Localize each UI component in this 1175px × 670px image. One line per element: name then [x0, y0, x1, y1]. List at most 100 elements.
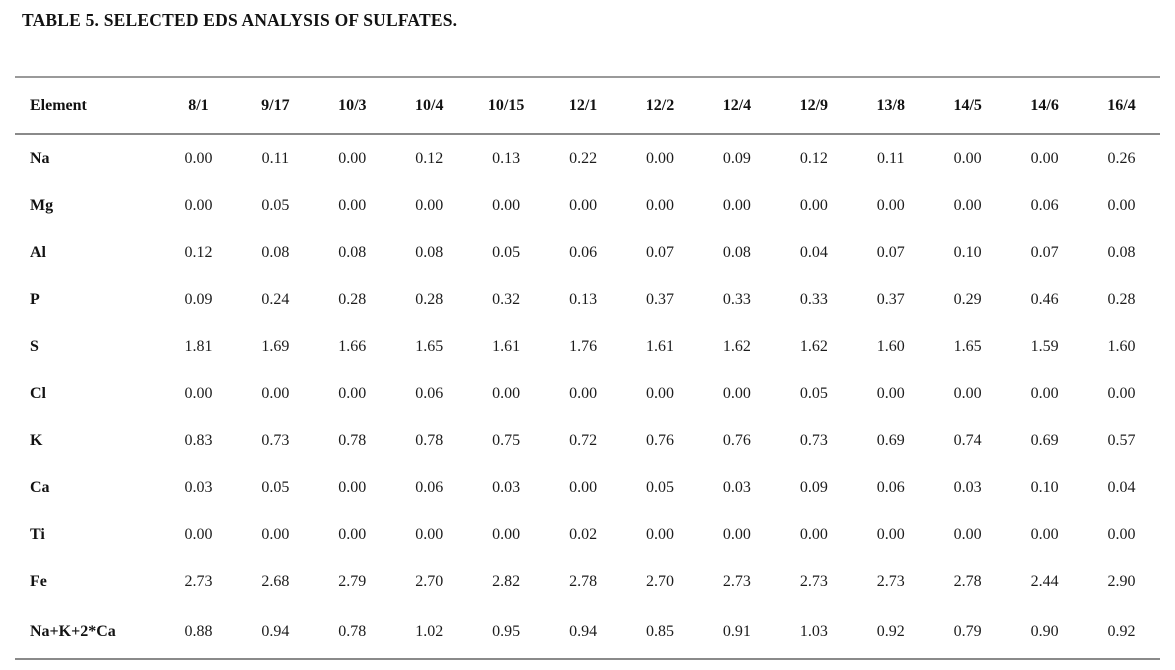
sample-column-header: 8/1 [160, 76, 237, 135]
value-cell: 0.00 [799, 196, 828, 214]
value-cell: 1.66 [338, 337, 367, 355]
value-cell: 0.28 [415, 290, 444, 308]
value-cell: 2.73 [799, 572, 828, 590]
table-row: P 0.09 0.24 0.28 0.28 0.32 0.13 0.37 0.33 0.33 0.3… [15, 276, 1160, 323]
value-cell: 0.94 [544, 605, 622, 660]
value-cell: 0.37 [876, 290, 905, 308]
value-cell: 0.08 [1107, 243, 1136, 261]
element-label: S [30, 337, 39, 355]
table-row: Na 0.00 0.11 0.00 0.12 0.13 0.22 0.00 0.09 0.12 0.… [15, 134, 1160, 182]
value-cell: 0.00 [722, 525, 751, 543]
value-cell: 0.00 [953, 384, 982, 402]
value-cell: 0.11 [877, 149, 905, 167]
value-cell: 0.10 [953, 243, 982, 261]
value-cell: 0.91 [698, 605, 776, 660]
value-cell: 2.73 [876, 572, 905, 590]
value-cell: 0.00 [722, 384, 751, 402]
header-row: Element 8/1 9/17 10/3 10/4 10/15 12/1 12/2 12/4 1… [15, 76, 1160, 135]
value-cell: 0.09 [799, 478, 828, 496]
value-cell: 0.00 [722, 196, 751, 214]
table-row: Ti 0.00 0.00 0.00 0.00 0.00 0.02 0.00 0.00 0.00 0.… [15, 511, 1160, 558]
value-cell: 0.09 [722, 149, 751, 167]
sample-column-header: 14/6 [1006, 76, 1084, 135]
sample-column-header: 12/9 [775, 76, 853, 135]
sample-column-header: 12/2 [621, 76, 699, 135]
value-cell: 0.00 [415, 525, 444, 543]
table-row: K 0.83 0.73 0.78 0.78 0.75 0.72 0.76 0.76 0.73 0.6… [15, 417, 1160, 464]
element-label: Cl [30, 384, 46, 402]
element-label: Fe [30, 572, 47, 590]
value-cell: 0.05 [645, 478, 674, 496]
value-cell: 0.92 [1083, 605, 1160, 660]
value-cell: 1.62 [799, 337, 828, 355]
value-cell: 2.78 [953, 572, 982, 590]
value-cell: 0.32 [492, 290, 521, 308]
value-cell: 1.65 [415, 337, 444, 355]
value-cell: 2.70 [645, 572, 674, 590]
value-cell: 0.07 [1030, 243, 1059, 261]
table-row: Al 0.12 0.08 0.08 0.08 0.05 0.06 0.07 0.08 0.04 0.… [15, 229, 1160, 276]
value-cell: 0.00 [1107, 196, 1136, 214]
element-label: Na+K+2*Ca [15, 605, 160, 660]
value-cell: 0.74 [953, 431, 982, 449]
value-cell: 2.70 [415, 572, 444, 590]
value-cell: 0.08 [722, 243, 751, 261]
value-cell: 0.06 [1030, 196, 1059, 214]
element-label: Ti [30, 525, 45, 543]
value-cell: 0.10 [1030, 478, 1059, 496]
value-cell: 0.00 [799, 525, 828, 543]
value-cell: 0.00 [645, 149, 674, 167]
value-cell: 1.62 [722, 337, 751, 355]
value-cell: 0.00 [492, 384, 521, 402]
value-cell: 0.00 [415, 196, 444, 214]
value-cell: 0.05 [261, 196, 290, 214]
value-cell: 0.00 [338, 525, 367, 543]
value-cell: 2.79 [338, 572, 367, 590]
value-cell: 0.06 [876, 478, 905, 496]
value-cell: 0.76 [722, 431, 751, 449]
value-cell: 0.73 [799, 431, 828, 449]
eds-analysis-table: Element 8/1 9/17 10/3 10/4 10/15 12/1 12/2 12/4 1… [15, 76, 1160, 660]
sample-column-header: 9/17 [236, 76, 314, 135]
value-cell: 0.03 [184, 478, 213, 496]
value-cell: 0.00 [1030, 149, 1059, 167]
value-cell: 0.85 [621, 605, 699, 660]
table-row: Mg 0.00 0.05 0.00 0.00 0.00 0.00 0.00 0.00 0.00 0.… [15, 182, 1160, 229]
value-cell: 0.00 [261, 384, 290, 402]
value-cell: 0.00 [184, 384, 213, 402]
sample-column-header: 10/3 [313, 76, 391, 135]
value-cell: 0.26 [1107, 149, 1136, 167]
value-cell: 0.00 [569, 478, 598, 496]
value-cell: 0.00 [645, 384, 674, 402]
value-cell: 2.44 [1030, 572, 1059, 590]
table-row: Ca 0.03 0.05 0.00 0.06 0.03 0.00 0.05 0.03 0.09 0.… [15, 464, 1160, 511]
value-cell: 2.90 [1107, 572, 1136, 590]
value-cell: 2.78 [569, 572, 598, 590]
value-cell: 0.00 [1030, 525, 1059, 543]
value-cell: 1.69 [261, 337, 290, 355]
value-cell: 0.08 [338, 243, 367, 261]
value-cell: 0.07 [876, 243, 905, 261]
value-cell: 0.12 [184, 243, 213, 261]
value-cell: 0.00 [338, 149, 367, 167]
value-cell: 0.05 [261, 478, 290, 496]
value-cell: 0.06 [415, 384, 444, 402]
value-cell: 0.08 [415, 243, 444, 261]
value-cell: 0.24 [261, 290, 290, 308]
value-cell: 0.04 [1107, 478, 1136, 496]
value-cell: 1.03 [775, 605, 853, 660]
value-cell: 0.09 [184, 290, 213, 308]
value-cell: 0.00 [876, 525, 905, 543]
value-cell: 0.13 [492, 149, 521, 167]
value-cell: 0.00 [184, 149, 213, 167]
value-cell: 0.00 [184, 525, 213, 543]
value-cell: 1.59 [1030, 337, 1059, 355]
value-cell: 0.13 [569, 290, 598, 308]
value-cell: 1.76 [569, 337, 598, 355]
element-label: Mg [30, 196, 54, 214]
value-cell: 0.28 [1107, 290, 1136, 308]
value-cell: 0.03 [953, 478, 982, 496]
value-cell: 0.78 [313, 605, 391, 660]
value-cell: 1.61 [492, 337, 521, 355]
